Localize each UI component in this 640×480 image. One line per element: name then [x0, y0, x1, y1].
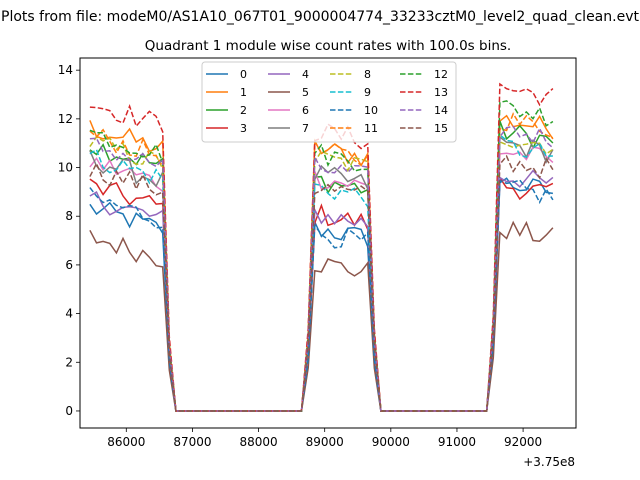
legend-label: 11 [364, 122, 378, 135]
x-axis: 86000 87000 88000 89000 90000 91000 92000 [107, 428, 542, 449]
legend-label: 12 [434, 68, 448, 81]
legend-label: 6 [302, 104, 309, 117]
x-tick-label: 90000 [372, 435, 410, 449]
x-tick-label: 91000 [438, 435, 476, 449]
series-line-8 [89, 135, 554, 412]
legend-label: 15 [434, 122, 448, 135]
series-line-6 [89, 146, 554, 412]
x-tick-label: 88000 [239, 435, 277, 449]
series-line-4 [89, 169, 554, 412]
y-tick-label: 14 [58, 63, 73, 77]
series-line-15 [89, 154, 554, 412]
x-tick-label: 87000 [173, 435, 211, 449]
series-line-10 [89, 179, 554, 412]
axes-frame [79, 57, 577, 429]
legend-label: 10 [364, 104, 378, 117]
series-line-7 [89, 135, 554, 412]
series-line-0 [89, 177, 554, 412]
series-line-12 [89, 100, 554, 412]
legend-label: 8 [364, 68, 371, 81]
y-tick-label: 12 [58, 112, 73, 126]
y-tick-label: 6 [65, 258, 73, 272]
series-line-9 [89, 133, 553, 412]
series-line-3 [89, 175, 554, 412]
chart-title: Quadrant 1 module wise count rates with … [145, 38, 511, 54]
y-tick-label: 0 [65, 404, 73, 418]
legend-label: 4 [302, 68, 309, 81]
legend-box [201, 61, 457, 143]
x-tick-label: 89000 [306, 435, 344, 449]
y-tick-label: 8 [65, 209, 73, 223]
y-tick-label: 10 [58, 161, 73, 175]
legend-label: 0 [240, 68, 247, 81]
x-offset-label: +3.75e8 [523, 455, 575, 469]
legend-label: 1 [240, 86, 247, 99]
series-line-5 [89, 220, 554, 412]
y-tick-label: 4 [65, 307, 73, 321]
legend-label: 2 [240, 104, 247, 117]
legend-label: 13 [434, 86, 448, 99]
y-tick-label: 2 [65, 355, 73, 369]
legend-label: 14 [434, 104, 448, 117]
figure-suptitle: Plots from file: modeM0/AS1A10_067T01_90… [1, 9, 639, 25]
x-tick-label: 92000 [504, 435, 542, 449]
series-line-11 [89, 112, 554, 412]
x-tick-label: 86000 [107, 435, 145, 449]
series-line-14 [89, 125, 554, 412]
legend-label: 7 [302, 122, 309, 135]
y-axis: 0 2 4 6 8 10 12 14 [58, 63, 80, 418]
legend-label: 9 [364, 86, 371, 99]
series-line-2 [89, 120, 554, 412]
legend-label: 5 [302, 86, 309, 99]
legend-label: 3 [240, 122, 247, 135]
